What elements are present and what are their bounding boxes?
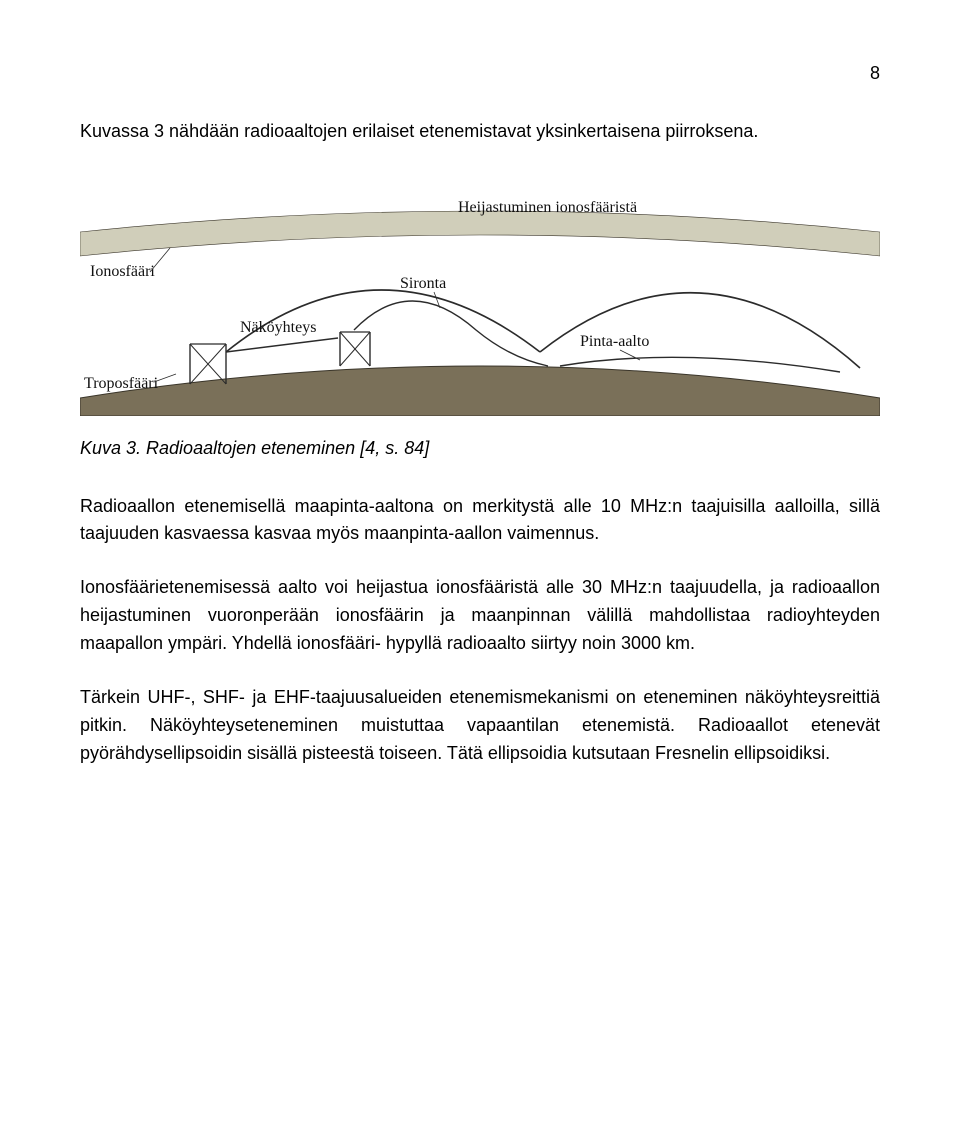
svg-text:Troposfääri: Troposfääri — [84, 375, 159, 392]
page-number: 8 — [80, 60, 880, 88]
paragraph-3: Tärkein UHF-, SHF- ja EHF-taajuusalueide… — [80, 684, 880, 768]
intro-paragraph: Kuvassa 3 nähdään radioaaltojen erilaise… — [80, 118, 880, 146]
svg-text:Näköyhteys: Näköyhteys — [240, 319, 316, 336]
svg-text:Heijastuminen ionosfääristä: Heijastuminen ionosfääristä — [458, 199, 637, 216]
paragraph-1: Radioaallon etenemisellä maapinta-aalton… — [80, 493, 880, 549]
svg-text:Pinta-aalto: Pinta-aalto — [580, 333, 649, 350]
svg-text:Ionosfääri: Ionosfääri — [90, 263, 155, 280]
figure-radio-waves: Ionosfääri Troposfääri Näköyhteys Sironta He… — [80, 176, 880, 425]
svg-text:Sironta: Sironta — [400, 275, 446, 292]
figure-svg: Ionosfääri Troposfääri Näköyhteys Sironta He… — [80, 176, 880, 416]
paragraph-2: Ionosfäärietenemisessä aalto voi heijast… — [80, 574, 880, 658]
figure-caption: Kuva 3. Radioaaltojen eteneminen [4, s. … — [80, 435, 880, 463]
